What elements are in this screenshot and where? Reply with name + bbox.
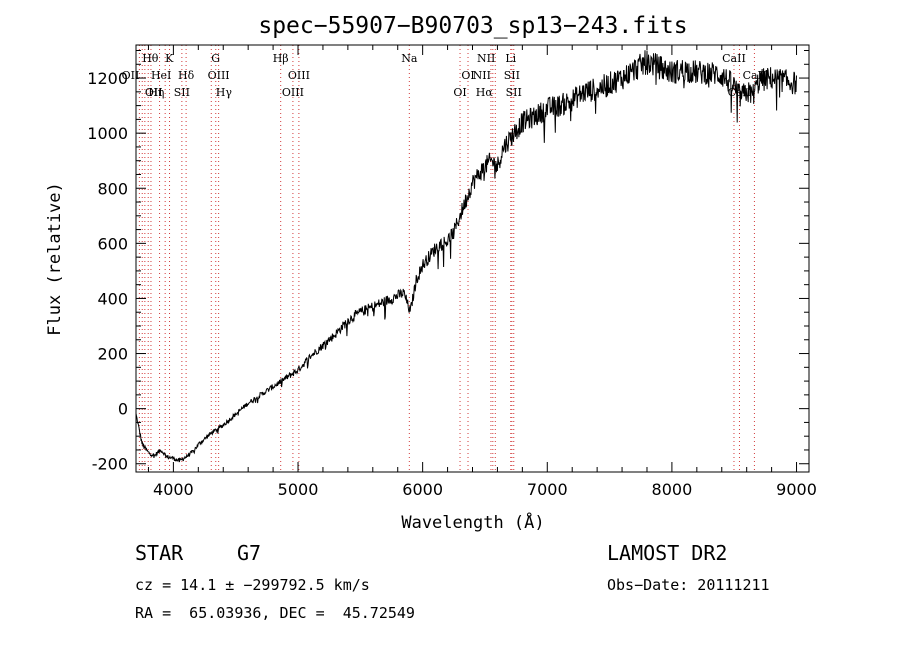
spectral-line-label: Li bbox=[505, 52, 516, 65]
spectral-line-label: NII bbox=[473, 69, 491, 82]
x-axis-label: Wavelength (Å) bbox=[401, 511, 544, 533]
spectral-line-label: OI bbox=[453, 86, 466, 99]
spectral-line-label: Hδ bbox=[178, 69, 195, 82]
spectral-line-label: OIII bbox=[282, 86, 304, 99]
x-tick-label: 5000 bbox=[278, 480, 319, 499]
spectral-line-label: Na bbox=[401, 52, 418, 65]
spectral-line-label: HeI bbox=[151, 69, 171, 82]
object-subclass: G7 bbox=[237, 541, 262, 565]
coordinates: RA = 65.03936, DEC = 45.72549 bbox=[135, 604, 415, 622]
spectral-line-label: OIII bbox=[288, 69, 310, 82]
spectral-line-labels: OIIHθOIIHηHeIKSIIHδGHγOIIIHβOIIIOIIINaOI… bbox=[122, 52, 767, 99]
spectral-line-label: CaII bbox=[722, 52, 746, 65]
spectrum-chart: spec−55907−B90703_sp13−243.fits Waveleng… bbox=[45, 13, 817, 533]
spectral-line-label: SII bbox=[506, 86, 522, 99]
spectrum-line bbox=[135, 50, 797, 463]
spectral-line-label: OI bbox=[461, 69, 474, 82]
spectral-line-label: SII bbox=[504, 69, 520, 82]
spectral-line-label: K bbox=[165, 52, 174, 65]
y-tick-label: 800 bbox=[97, 179, 128, 198]
x-tick-label: 9000 bbox=[776, 480, 817, 499]
chart-title: spec−55907−B90703_sp13−243.fits bbox=[258, 13, 687, 39]
spectral-line-label: Hθ bbox=[142, 52, 159, 65]
x-tick-label: 6000 bbox=[402, 480, 443, 499]
x-tick-label: 7000 bbox=[527, 480, 568, 499]
survey-name: LAMOST DR2 bbox=[607, 541, 728, 565]
plot-frame bbox=[135, 44, 810, 473]
y-tick-label: 200 bbox=[97, 345, 128, 364]
object-class: STAR bbox=[135, 541, 184, 565]
spectral-line-markers bbox=[138, 45, 755, 472]
y-tick-label: -200 bbox=[92, 455, 128, 474]
spectral-line-label: NII bbox=[477, 52, 495, 65]
redshift-text: cz = 14.1 ± −299792.5 km/s bbox=[135, 576, 370, 594]
x-tick-label: 4000 bbox=[153, 480, 194, 499]
y-tick-label: 400 bbox=[97, 289, 128, 308]
spectral-line-label: Hα bbox=[476, 86, 494, 99]
spectral-line-label: OIII bbox=[208, 69, 230, 82]
obs-date: Obs−Date: 20111211 bbox=[607, 576, 770, 594]
x-tick-label: 8000 bbox=[652, 480, 693, 499]
spectral-line-label: G bbox=[211, 52, 220, 65]
spectral-line-label: OII bbox=[122, 69, 140, 82]
spectral-line-label: Hη bbox=[148, 86, 164, 99]
y-tick-label: 600 bbox=[97, 234, 128, 253]
spectral-line-label: SII bbox=[174, 86, 190, 99]
spectral-line-label: OII bbox=[145, 86, 163, 99]
y-tick-label: 1200 bbox=[87, 69, 128, 88]
y-tick-label: 1000 bbox=[87, 124, 128, 143]
spectral-line-label: Hβ bbox=[273, 52, 289, 65]
spectral-line-label: Hγ bbox=[216, 86, 233, 99]
axis-ticks: 4000 5000 6000 7000 8000 9000 -200 0 200 400 600 80… bbox=[87, 45, 817, 499]
y-axis-label: Flux (relative) bbox=[45, 182, 65, 336]
y-tick-label: 0 bbox=[118, 400, 128, 419]
